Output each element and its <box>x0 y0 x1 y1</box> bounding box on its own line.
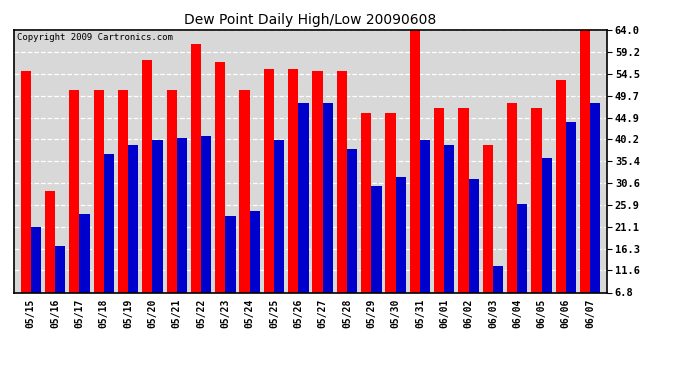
Bar <box>152 140 163 324</box>
Bar <box>566 122 576 324</box>
Bar <box>177 138 187 324</box>
Bar <box>507 104 518 324</box>
Text: Copyright 2009 Cartronics.com: Copyright 2009 Cartronics.com <box>17 33 172 42</box>
Bar <box>274 140 284 324</box>
Bar <box>493 266 503 324</box>
Bar <box>483 145 493 324</box>
Bar <box>361 112 371 324</box>
Bar <box>444 145 455 324</box>
Bar <box>31 227 41 324</box>
Bar <box>313 71 323 324</box>
Bar <box>518 204 527 324</box>
Bar <box>21 71 31 324</box>
Bar <box>288 69 298 324</box>
Bar <box>264 69 274 324</box>
Bar <box>94 90 104 324</box>
Bar <box>395 177 406 324</box>
Bar <box>215 62 226 324</box>
Bar <box>386 112 395 324</box>
Bar <box>250 211 260 324</box>
Bar <box>142 60 152 324</box>
Bar <box>469 179 479 324</box>
Bar <box>458 108 469 324</box>
Bar <box>298 104 308 324</box>
Bar <box>128 145 138 324</box>
Bar <box>166 90 177 324</box>
Bar <box>118 90 128 324</box>
Bar <box>79 214 90 324</box>
Bar <box>45 190 55 324</box>
Bar <box>580 30 590 324</box>
Bar <box>590 104 600 324</box>
Bar <box>531 108 542 324</box>
Bar <box>55 246 66 324</box>
Bar <box>69 90 79 324</box>
Bar <box>337 71 347 324</box>
Bar <box>410 30 420 324</box>
Bar <box>371 186 382 324</box>
Bar <box>420 140 430 324</box>
Bar <box>434 108 444 324</box>
Bar <box>239 90 250 324</box>
Bar <box>323 104 333 324</box>
Bar <box>201 135 211 324</box>
Bar <box>191 44 201 324</box>
Bar <box>347 149 357 324</box>
Bar <box>104 154 114 324</box>
Bar <box>555 81 566 324</box>
Bar <box>226 216 235 324</box>
Title: Dew Point Daily High/Low 20090608: Dew Point Daily High/Low 20090608 <box>184 13 437 27</box>
Bar <box>542 159 552 324</box>
